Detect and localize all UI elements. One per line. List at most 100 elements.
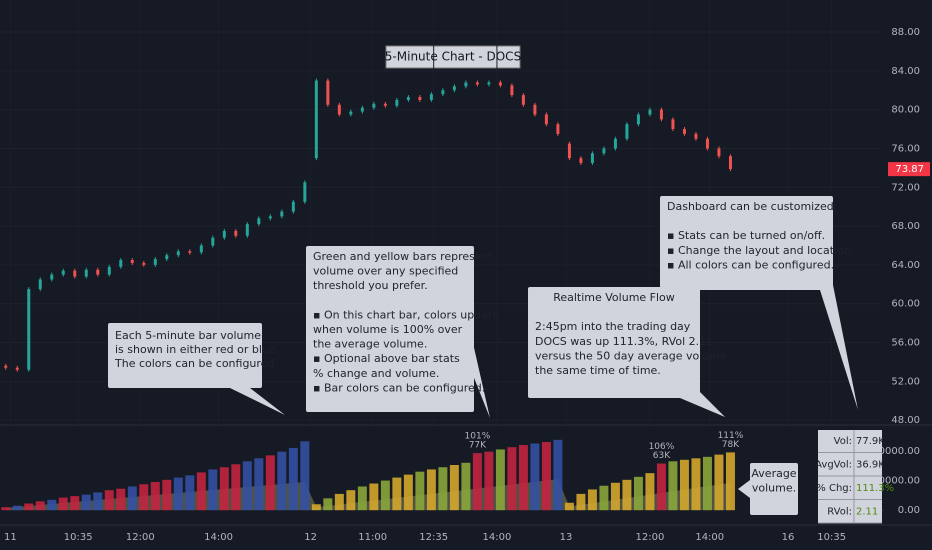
volume-bar xyxy=(369,483,379,511)
volume-bar xyxy=(541,442,551,511)
volume-bar xyxy=(426,469,436,511)
volume-bar xyxy=(173,477,183,511)
candle xyxy=(50,274,54,280)
volume-bar xyxy=(656,463,666,511)
callout-box xyxy=(528,287,700,398)
dashboard-value: 77.9K xyxy=(856,436,885,447)
volume-bar xyxy=(587,489,597,511)
volume-bar xyxy=(599,485,609,511)
volume-bar xyxy=(93,492,103,511)
candle xyxy=(452,86,456,91)
y-tick-label: 60.00 xyxy=(891,299,920,310)
chart-title: 5-Minute Chart - DOCS xyxy=(385,50,521,64)
candle xyxy=(636,114,640,125)
candle xyxy=(245,224,249,236)
y-tick-label: 68.00 xyxy=(891,221,920,232)
candle xyxy=(659,109,663,120)
candle xyxy=(84,269,88,277)
candle xyxy=(602,148,606,154)
callout-text: Dashboard can be customized: xyxy=(667,200,837,213)
dashboard: Vol: 77.9K AvgVol: 36.9K % Chg: 111.3% RVol: 2.… xyxy=(815,430,894,524)
callout-box xyxy=(108,323,262,388)
volume-bar xyxy=(518,445,528,511)
volume-bar xyxy=(311,504,321,511)
candle xyxy=(498,82,502,86)
volume-bar xyxy=(185,475,195,511)
callout-box xyxy=(660,196,833,290)
volume-bar xyxy=(265,455,275,511)
volume-bar xyxy=(231,464,241,511)
x-tick-label: 14:00 xyxy=(204,532,233,543)
candle xyxy=(694,133,698,139)
candle xyxy=(61,270,65,275)
volume-bar xyxy=(610,482,620,511)
candle xyxy=(27,289,31,370)
x-tick-label: 16 xyxy=(782,532,795,543)
candle xyxy=(395,99,399,106)
candle xyxy=(280,211,284,217)
volume-bar xyxy=(472,453,482,511)
volume-bar xyxy=(564,502,574,511)
volume-bar xyxy=(104,490,114,511)
volume-bar xyxy=(668,461,678,511)
volume-bar xyxy=(162,479,172,511)
candle xyxy=(199,245,203,253)
volume-bar xyxy=(530,443,540,511)
callout-text: DOCS was up 111.3%, RVol 2.11, xyxy=(535,335,717,348)
callout-pointer xyxy=(820,285,858,410)
candle xyxy=(257,218,261,225)
volume-bar xyxy=(725,452,735,511)
x-tick-label: 12:35 xyxy=(419,532,448,543)
candle xyxy=(96,269,100,275)
volume-bar xyxy=(58,497,68,511)
callout-text: threshold you prefer. xyxy=(313,279,428,292)
candle xyxy=(349,111,353,115)
volume-bar xyxy=(415,471,425,511)
candle xyxy=(234,230,238,236)
volume-bar xyxy=(288,447,298,511)
volume-bar xyxy=(576,493,586,511)
y-tick-label: 52.00 xyxy=(891,376,920,387)
candle xyxy=(119,260,123,267)
callout-pointer xyxy=(230,388,285,415)
y-tick-label: 72.00 xyxy=(891,182,920,193)
callout-text: 2:45pm into the trading day xyxy=(535,320,691,333)
candle xyxy=(475,82,479,85)
candle xyxy=(165,255,169,260)
callout-pointer xyxy=(738,480,750,498)
y-tick-label: 84.00 xyxy=(891,66,920,77)
volume-bar xyxy=(1,507,11,511)
x-tick-label: 13 xyxy=(560,532,573,543)
dashboard-label: AvgVol: xyxy=(815,460,852,471)
candle xyxy=(15,367,19,370)
candle xyxy=(130,260,134,263)
volume-bar xyxy=(139,484,149,511)
title-box xyxy=(385,45,521,69)
y-tick-label: 40000.00 xyxy=(872,476,920,487)
volume-bar xyxy=(116,488,126,511)
volume-bar xyxy=(277,451,287,511)
callout-text: the average volume. xyxy=(313,338,427,351)
bar-pct-label: 111% xyxy=(718,431,744,441)
x-tick-label: 10:35 xyxy=(817,532,846,543)
callout-text: ▪ Stats can be turned on/off. xyxy=(667,229,825,242)
dashboard-label: Vol: xyxy=(834,436,852,447)
callout-box xyxy=(750,463,798,515)
y-tick-label: 76.00 xyxy=(891,143,920,154)
candle xyxy=(567,143,571,159)
volume-bar xyxy=(679,459,689,511)
volume-bar xyxy=(219,467,229,511)
volume-bar xyxy=(495,449,505,511)
bar-volume-label: 78K xyxy=(722,440,740,450)
volume-bar xyxy=(714,454,724,511)
volume-bar xyxy=(12,505,22,511)
volume-bar xyxy=(24,503,34,511)
y-tick-label: 80000.00 xyxy=(872,446,920,457)
candle xyxy=(579,158,583,164)
callout-text: ▪ Bar colors can be configured. xyxy=(313,381,485,394)
volume-bar xyxy=(507,447,517,511)
x-tick-label: 14:00 xyxy=(483,532,512,543)
candle xyxy=(38,279,42,290)
candle xyxy=(717,148,721,157)
